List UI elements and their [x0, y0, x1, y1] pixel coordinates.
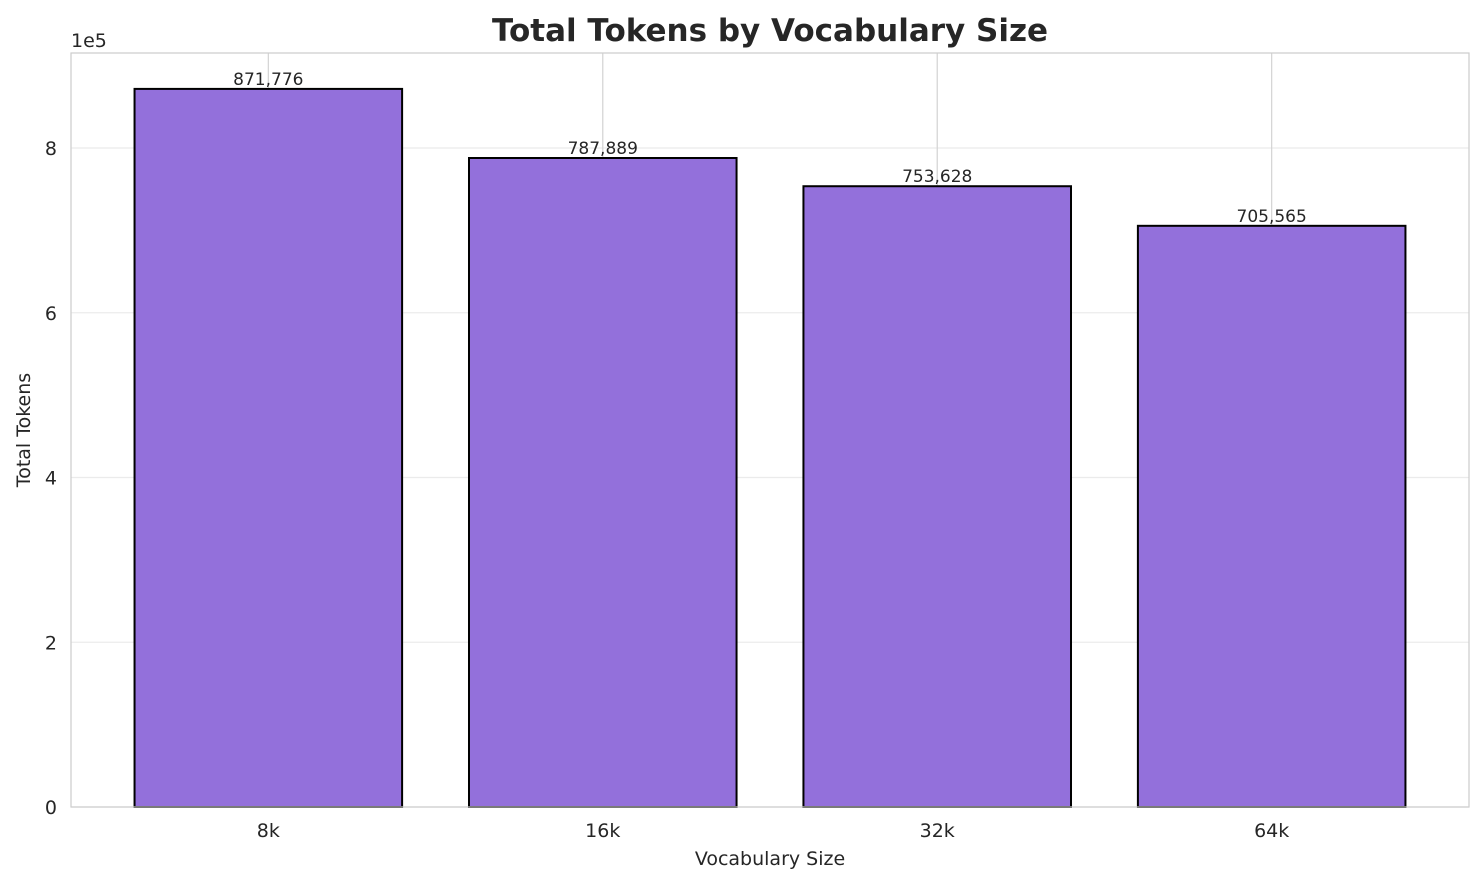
chart-title: Total Tokens by Vocabulary Size [492, 13, 1048, 49]
x-tick-label: 64k [1254, 820, 1289, 842]
y-tick-label: 2 [45, 632, 57, 654]
bar-16k [467, 157, 738, 808]
y-tick-label: 6 [45, 303, 57, 325]
bar-8k [133, 87, 404, 809]
bar-64k [1136, 224, 1407, 808]
plot-frame [70, 52, 1470, 808]
y-tick-label: 8 [45, 138, 57, 160]
data-label: 753,628 [902, 167, 972, 187]
y-axis-label: Total Tokens [13, 373, 35, 488]
data-label: 871,776 [233, 70, 303, 90]
ticks: 0 2 4 6 8 8k 16k 32k 64k [45, 138, 1289, 842]
y-offset-label: 1e5 [71, 30, 107, 52]
data-label: 787,889 [568, 139, 638, 159]
x-tick-label: 16k [585, 820, 620, 842]
x-axis-label: Vocabulary Size [695, 848, 845, 870]
y-tick-label: 4 [45, 468, 57, 490]
y-tick-label: 0 [45, 797, 57, 819]
bar-32k [802, 185, 1073, 808]
data-label: 705,565 [1237, 207, 1307, 227]
bars [133, 87, 1407, 809]
x-tick-label: 32k [920, 820, 955, 842]
x-tick-label: 8k [257, 820, 280, 842]
data-labels: 871,776 787,889 753,628 705,565 [233, 70, 1307, 227]
